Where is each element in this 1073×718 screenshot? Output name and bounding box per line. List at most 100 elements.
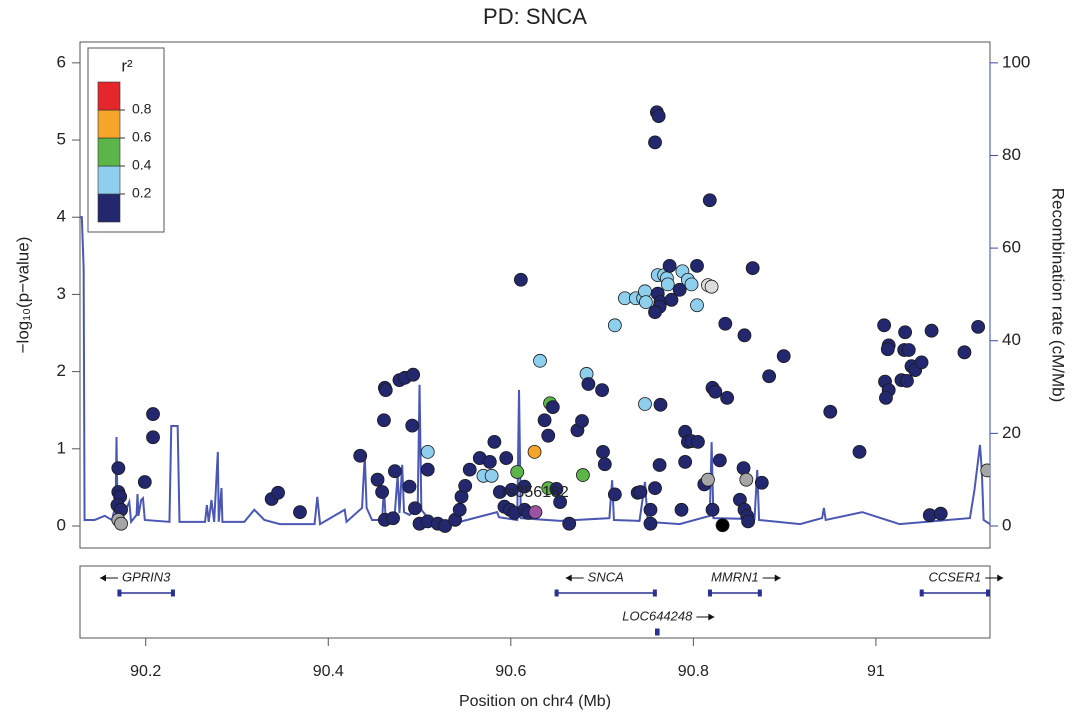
snp-point <box>674 502 689 517</box>
gene-label: LOC644248 <box>622 608 693 623</box>
snp-point <box>737 328 752 343</box>
snp-point <box>933 506 948 521</box>
colorbar-swatch <box>97 109 121 139</box>
strand-arrowhead <box>997 574 1004 582</box>
x-tick-label: 90.4 <box>313 663 344 680</box>
snp-point <box>690 298 704 313</box>
snp-point <box>386 511 400 526</box>
snp-point <box>484 468 499 483</box>
gene-exon <box>919 589 924 597</box>
snp-point <box>111 461 126 476</box>
gene-exon <box>170 589 175 597</box>
snp-point <box>762 369 777 384</box>
colorbar-swatch <box>97 165 121 195</box>
y2-tick-label: 0 <box>1002 515 1011 534</box>
snp-point <box>705 502 720 517</box>
x-tick-label: 90.6 <box>495 663 526 680</box>
snp-point <box>527 444 542 459</box>
legend-title: r² <box>121 56 133 75</box>
snp-point <box>638 295 653 310</box>
snp-point <box>672 282 687 297</box>
snp-point <box>776 349 791 364</box>
snp-point <box>638 397 652 411</box>
gene-exon <box>707 589 712 597</box>
snp-point <box>504 482 519 497</box>
gene-exon <box>117 589 122 597</box>
snp-point <box>664 292 679 307</box>
snp-point <box>745 261 760 276</box>
gene-exon <box>655 628 660 636</box>
snp-point <box>517 479 532 494</box>
y-tick-label: 5 <box>57 130 66 149</box>
snp-point <box>739 472 754 487</box>
snp-point <box>852 444 867 459</box>
plot-area <box>80 105 990 533</box>
y-tick-label: 0 <box>57 515 66 534</box>
colorbar-swatch <box>97 81 121 111</box>
colorbar-swatch <box>97 137 121 167</box>
snp-point <box>575 414 589 428</box>
snp-point <box>528 505 543 520</box>
y-tick-label: 3 <box>57 284 66 303</box>
snp-point <box>370 472 385 487</box>
y2-axis-title: Recombination rate (cM/Mb) <box>1049 188 1068 402</box>
snp-point <box>643 502 658 517</box>
snp-point <box>458 478 473 493</box>
snp-point <box>720 390 735 405</box>
snp-point <box>651 109 666 124</box>
snp-point <box>678 455 693 469</box>
gene-label: SNCA <box>588 569 624 584</box>
gene-exon <box>554 589 559 597</box>
snp-point <box>452 502 467 517</box>
snp-point <box>690 258 704 273</box>
x-tick-label: 90.8 <box>678 663 709 680</box>
gene-exon <box>757 589 762 597</box>
snp-point <box>408 501 422 516</box>
snp-point <box>387 464 402 479</box>
strand-arrowhead <box>708 613 715 621</box>
snp-point <box>648 305 662 320</box>
snp-point <box>406 367 421 382</box>
snp-point <box>633 485 648 499</box>
snp-point <box>708 384 723 399</box>
x-tick-label: 91 <box>867 663 885 680</box>
recombination-line <box>80 216 990 526</box>
snp-point <box>662 258 677 273</box>
snp-point <box>607 318 622 333</box>
snp-point <box>880 342 895 357</box>
colorbar-tick-label: 0.6 <box>132 129 152 145</box>
gene-exon <box>986 589 990 597</box>
snp-point <box>553 495 568 509</box>
snp-point <box>146 430 160 445</box>
snp-point <box>378 383 393 398</box>
snp-point <box>653 397 668 412</box>
snp-point <box>353 448 368 463</box>
snp-point <box>736 461 751 476</box>
snp-point <box>704 279 719 294</box>
colorbar-tick-label: 0.4 <box>132 157 152 173</box>
snp-point <box>980 463 990 478</box>
snp-point <box>914 355 929 370</box>
snp-point <box>405 418 420 433</box>
snp-point <box>643 516 658 531</box>
snp-point <box>877 318 892 333</box>
colorbar-tick-label: 0.8 <box>132 101 152 117</box>
snp-point <box>712 453 727 468</box>
y-axis-title: −log₁₀(p−value) <box>13 237 32 354</box>
snp-point <box>924 323 939 338</box>
snp-point <box>957 345 972 360</box>
snp-point <box>715 518 730 533</box>
snp-point <box>533 353 547 368</box>
y-tick-label: 1 <box>57 438 66 457</box>
snp-point <box>375 485 390 499</box>
y2-tick-label: 100 <box>1002 52 1030 71</box>
gene-label: CCSER1 <box>928 569 981 584</box>
y2-tick-label: 60 <box>1002 238 1021 257</box>
snp-point <box>114 516 128 531</box>
snp-point <box>377 413 391 428</box>
snp-point <box>754 475 769 490</box>
snp-point <box>597 457 612 472</box>
snp-point <box>596 444 610 459</box>
